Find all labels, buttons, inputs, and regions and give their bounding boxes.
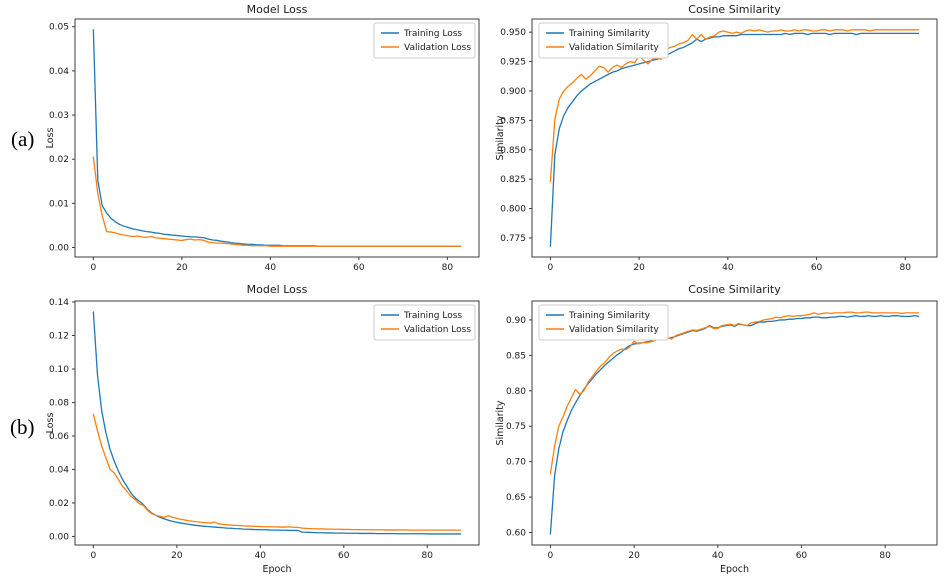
chart-model-loss-b: 0 20 40 60 80 0.00 0.02 0.04 0.06 0.08 0.10 0.12 0.1… xyxy=(45,283,480,575)
y-tick-label: 0.850 xyxy=(500,146,526,156)
y-axis-label: Loss xyxy=(45,128,56,149)
y-tick-label: 0.12 xyxy=(49,331,69,341)
y-axis-label: Loss xyxy=(45,413,56,434)
x-tick-label: 20 xyxy=(171,551,183,561)
y-tick-label: 0.60 xyxy=(506,529,526,539)
legend-label: Training Similarity xyxy=(568,29,651,39)
y-tick-label: 0.10 xyxy=(49,365,69,375)
y-axis-label: Similarity xyxy=(495,400,506,445)
x-tick-label: 20 xyxy=(628,551,640,561)
y-tick-label: 0.05 xyxy=(49,23,69,33)
y-tick-label: 0.825 xyxy=(500,175,526,185)
y-tick-label: 0.03 xyxy=(49,111,69,121)
y-tick-label: 0.80 xyxy=(506,387,526,397)
y-tick-label: 0.01 xyxy=(49,199,69,209)
chart-title: Model Loss xyxy=(247,283,308,296)
series-line-validation xyxy=(92,413,462,531)
x-tick-label: 0 xyxy=(548,551,554,561)
x-axis-label: Epoch xyxy=(720,564,749,575)
x-tick-label: 80 xyxy=(879,551,891,561)
x-tick-label: 0 xyxy=(90,263,96,273)
series-line-training xyxy=(549,315,920,535)
x-tick-label: 40 xyxy=(265,263,277,273)
y-tick-label: 0.04 xyxy=(49,67,69,77)
x-tick-label: 80 xyxy=(900,263,912,273)
y-tick-label: 0.06 xyxy=(49,432,69,442)
y-tick-label: 0.90 xyxy=(506,316,526,326)
legend-label: Validation Similarity xyxy=(569,325,660,335)
panel-label-a: (a) xyxy=(11,127,35,151)
y-tick-label: 0.02 xyxy=(49,155,69,165)
panel-label-b: (b) xyxy=(10,415,35,439)
legend-box xyxy=(538,22,669,59)
chart-title: Cosine Similarity xyxy=(688,3,781,16)
legend-label: Training Loss xyxy=(403,311,462,321)
y-tick-label: 0.85 xyxy=(506,351,526,361)
axes-frame xyxy=(531,18,938,258)
legend-label: Validation Loss xyxy=(404,43,471,53)
y-tick-label: 0.00 xyxy=(49,532,69,542)
y-tick-label: 0.925 xyxy=(500,58,526,68)
chart-title: Cosine Similarity xyxy=(688,283,781,296)
legend-label: Validation Loss xyxy=(404,325,471,335)
series-line-validation xyxy=(92,156,462,247)
y-tick-label: 0.950 xyxy=(500,28,526,38)
y-tick-label: 0.65 xyxy=(506,493,526,503)
legend-box xyxy=(538,304,669,341)
x-tick-label: 60 xyxy=(796,551,808,561)
axes-frame xyxy=(74,18,480,258)
x-tick-label: 60 xyxy=(353,263,365,273)
y-tick-label: 0.875 xyxy=(500,116,526,126)
x-tick-label: 20 xyxy=(633,263,645,273)
y-tick-label: 0.08 xyxy=(49,398,69,408)
y-tick-label: 0.800 xyxy=(500,205,526,215)
legend-label: Training Similarity xyxy=(568,311,651,321)
x-tick-label: 40 xyxy=(722,263,734,273)
chart-title: Model Loss xyxy=(247,3,308,16)
x-axis-label: Epoch xyxy=(262,564,291,575)
y-tick-label: 0.14 xyxy=(49,298,69,308)
x-tick-label: 60 xyxy=(338,551,350,561)
y-tick-label: 0.04 xyxy=(49,465,69,475)
y-tick-label: 0.00 xyxy=(49,244,69,254)
y-tick-label: 0.900 xyxy=(500,87,526,97)
legend-label: Validation Similarity xyxy=(569,43,660,53)
legend-label: Training Loss xyxy=(403,29,462,39)
chart-model-loss-a: 0 20 40 60 80 0.00 0.01 0.02 0.03 0.04 0.05 Model L… xyxy=(45,3,480,273)
y-tick-label: 0.775 xyxy=(500,234,526,244)
x-tick-label: 40 xyxy=(712,551,724,561)
y-tick-label: 0.70 xyxy=(506,458,526,468)
chart-cosine-similarity-b: 0 20 40 60 80 0.60 0.65 0.70 0.75 0.80 0.85 0.90 Cos… xyxy=(495,283,938,575)
x-tick-label: 20 xyxy=(176,263,188,273)
legend-box xyxy=(373,304,476,341)
x-tick-label: 60 xyxy=(811,263,823,273)
x-tick-label: 0 xyxy=(548,263,554,273)
x-tick-label: 40 xyxy=(255,551,267,561)
axes-frame xyxy=(531,300,938,546)
series-line-validation xyxy=(549,29,920,183)
x-tick-label: 80 xyxy=(442,263,454,273)
x-tick-label: 0 xyxy=(90,551,96,561)
x-tick-label: 80 xyxy=(422,551,434,561)
series-line-validation xyxy=(549,311,920,475)
y-tick-label: 0.75 xyxy=(506,422,526,432)
legend-box xyxy=(373,22,476,59)
chart-cosine-similarity-a: 0 20 40 60 80 0.775 0.800 0.825 0.850 0.875 0.900 0… xyxy=(495,3,938,273)
y-axis-label: Similarity xyxy=(495,115,506,160)
y-tick-label: 0.02 xyxy=(49,499,69,509)
series-line-training xyxy=(549,32,920,247)
